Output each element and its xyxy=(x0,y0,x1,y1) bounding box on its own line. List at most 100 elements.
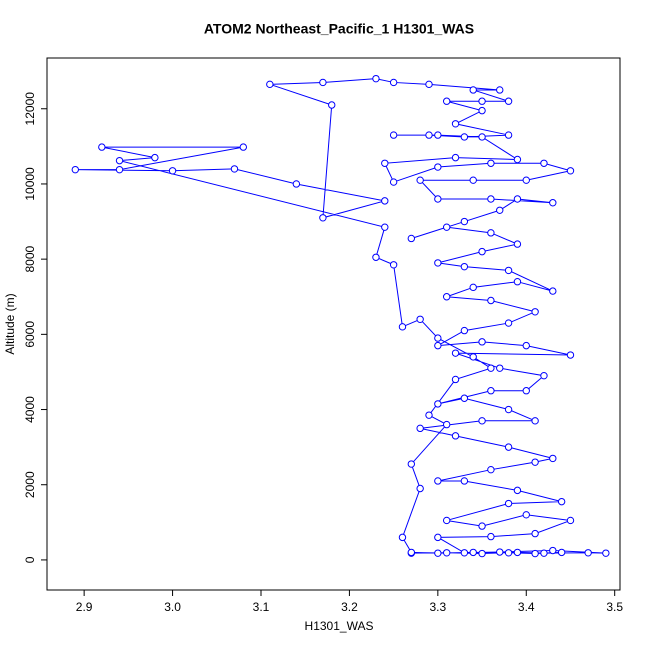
data-point xyxy=(478,97,486,105)
data-point xyxy=(434,549,442,557)
data-point xyxy=(451,375,460,384)
data-point xyxy=(389,78,398,87)
data-point xyxy=(416,176,424,184)
data-point xyxy=(487,229,495,237)
data-point xyxy=(496,548,504,556)
y-tick-label: 2000 xyxy=(23,471,37,498)
data-point xyxy=(531,308,539,316)
y-axis-label: Altitude (m) xyxy=(3,293,17,354)
data-point xyxy=(478,522,486,530)
data-point xyxy=(469,353,477,361)
x-tick-label: 3.5 xyxy=(606,600,623,614)
data-point xyxy=(531,458,539,466)
y-tick-label: 4000 xyxy=(23,396,37,423)
x-tick-label: 2.9 xyxy=(76,600,93,614)
data-point xyxy=(540,371,548,380)
data-point xyxy=(549,546,557,555)
data-point xyxy=(496,206,504,214)
x-tick-label: 3.3 xyxy=(429,600,446,614)
y-tick-label: 8000 xyxy=(23,245,37,272)
data-line xyxy=(75,78,606,555)
plot-frame xyxy=(46,57,621,591)
data-point xyxy=(602,549,610,557)
data-point xyxy=(292,180,301,188)
data-point xyxy=(469,176,477,184)
data-point xyxy=(487,159,495,167)
data-point xyxy=(513,195,522,203)
data-point xyxy=(381,159,389,167)
data-point xyxy=(434,131,442,139)
data-point xyxy=(434,400,442,408)
data-point xyxy=(487,465,495,474)
data-point xyxy=(504,266,513,275)
data-point xyxy=(115,156,124,165)
data-point xyxy=(513,486,522,495)
data-point xyxy=(460,133,469,141)
data-point xyxy=(434,334,442,342)
data-point xyxy=(71,165,79,174)
data-point xyxy=(566,351,575,359)
data-point xyxy=(478,549,486,558)
data-point xyxy=(425,80,433,89)
data-point xyxy=(487,296,495,305)
data-point xyxy=(434,533,442,542)
x-axis-label: H1301_WAS xyxy=(305,619,374,633)
data-point xyxy=(549,287,557,295)
data-point xyxy=(407,460,416,468)
data-point xyxy=(425,131,433,139)
data-point xyxy=(504,319,513,327)
data-point xyxy=(487,195,495,203)
data-point xyxy=(540,159,548,167)
data-point xyxy=(557,548,566,557)
data-point xyxy=(416,424,424,433)
data-point xyxy=(389,178,398,186)
data-point xyxy=(451,120,460,128)
data-point xyxy=(442,516,451,525)
data-point xyxy=(442,97,451,105)
data-point xyxy=(168,167,177,175)
data-point xyxy=(531,417,539,425)
data-point xyxy=(230,165,239,173)
y-tick-label: 6000 xyxy=(23,321,37,348)
data-point xyxy=(469,283,477,292)
data-point xyxy=(442,549,451,557)
data-point xyxy=(389,261,398,269)
data-point xyxy=(389,131,398,139)
x-tick-label: 3.4 xyxy=(518,600,535,614)
data-point xyxy=(434,195,442,203)
data-point xyxy=(513,155,522,164)
data-point xyxy=(513,548,522,557)
data-point xyxy=(549,454,557,463)
data-point xyxy=(372,253,380,261)
data-point xyxy=(522,511,530,519)
data-point xyxy=(478,106,486,115)
data-point xyxy=(319,78,327,87)
data-point xyxy=(381,223,389,231)
data-point xyxy=(460,549,469,557)
data-point xyxy=(504,97,513,105)
data-point xyxy=(442,420,451,429)
data-point xyxy=(566,167,575,175)
data-point xyxy=(504,499,513,508)
data-point xyxy=(584,549,592,557)
y-tick-label: 10000 xyxy=(23,167,37,201)
data-point xyxy=(522,387,530,395)
y-tick-label: 12000 xyxy=(23,92,37,126)
data-point xyxy=(239,143,248,151)
y-tick-label: 0 xyxy=(23,556,37,563)
data-point xyxy=(451,349,460,357)
data-point xyxy=(504,405,513,414)
data-point xyxy=(557,497,566,506)
data-point xyxy=(407,548,416,557)
data-point xyxy=(319,214,327,222)
data-point xyxy=(522,176,530,184)
x-tick-label: 3.2 xyxy=(341,600,358,614)
data-point xyxy=(566,516,575,525)
x-tick-label: 3.1 xyxy=(253,600,270,614)
data-point xyxy=(398,323,407,331)
data-point xyxy=(434,477,442,485)
data-point xyxy=(478,133,486,141)
data-point xyxy=(266,80,274,89)
data-point xyxy=(487,532,495,541)
data-point xyxy=(478,338,486,346)
